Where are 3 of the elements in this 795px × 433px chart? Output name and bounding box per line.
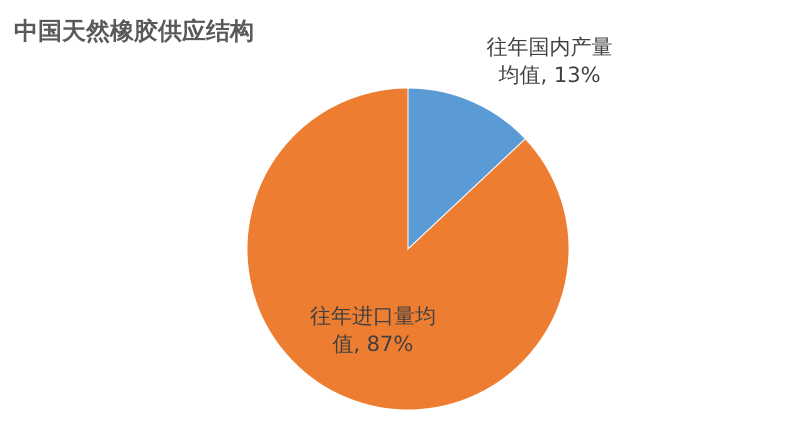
slice-label: 往年国内产量均值, 13% bbox=[486, 34, 614, 90]
chart-title: 中国天然橡胶供应结构 bbox=[14, 16, 254, 47]
slice-label: 往年进口量均值, 87% bbox=[308, 303, 437, 358]
